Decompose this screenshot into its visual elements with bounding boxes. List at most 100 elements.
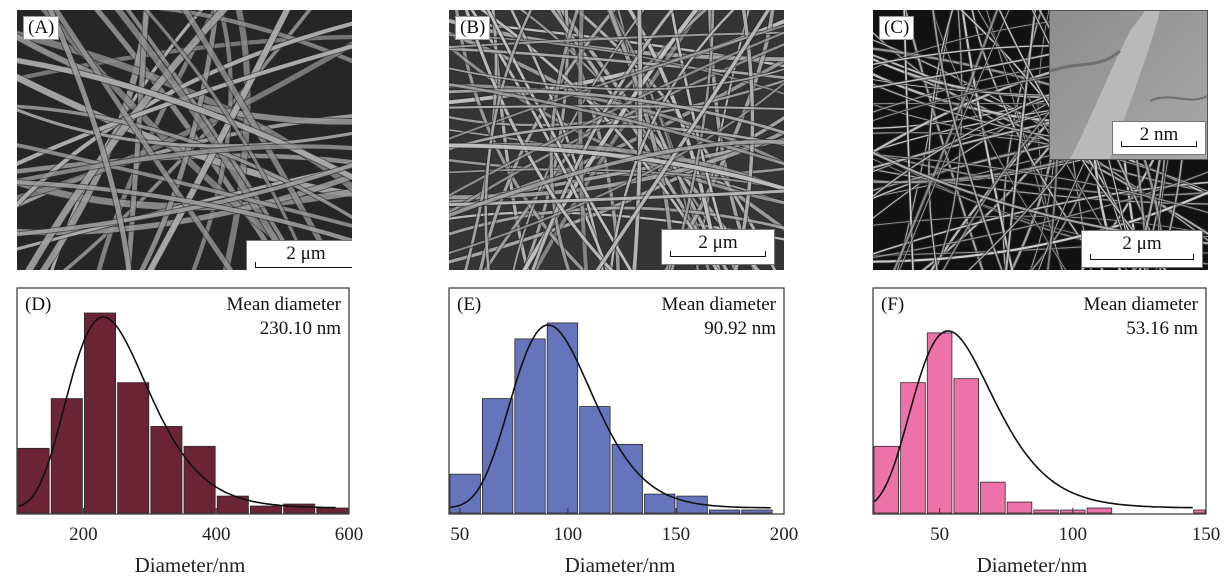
histogram-bar (449, 473, 481, 514)
panel-tag-b: (B) (455, 16, 491, 40)
fiber-strand (899, 10, 1010, 270)
histogram-bar (873, 445, 900, 514)
x-tick-label: 200 (770, 524, 799, 545)
mean-annotation: Mean diameter (1084, 294, 1199, 315)
fit-curve (873, 330, 1193, 509)
sem-image-c: (C) 2 nm 2 μm (873, 10, 1208, 270)
histogram-bar (249, 505, 282, 514)
fiber-strand (892, 10, 999, 270)
x-tick-label: 100 (554, 524, 583, 545)
scale-line-c (1090, 254, 1194, 260)
plot-frame (16, 287, 350, 515)
fiber-strand (449, 81, 784, 255)
x-tick-label: 50 (930, 524, 949, 545)
fiber-strand (158, 10, 352, 64)
fiber-strand (449, 79, 784, 127)
fiber-strand (531, 10, 674, 270)
plot-frame (448, 287, 785, 515)
x-tick-label: 100 (1059, 524, 1088, 545)
panel-tag: (D) (25, 294, 51, 315)
x-tick-label: 600 (335, 524, 364, 545)
x-tick-label: 150 (1192, 524, 1221, 545)
histogram-bar (514, 338, 546, 514)
fiber-strand (17, 34, 352, 81)
histogram-bar (216, 495, 249, 514)
fiber-strand (17, 143, 352, 228)
mean-annotation: 230.10 nm (260, 318, 342, 339)
histogram-bar (117, 382, 150, 514)
x-tick-label: 50 (450, 524, 469, 545)
fiber-strand (449, 139, 784, 218)
panel-tag: (F) (881, 294, 904, 315)
histogram-bar (741, 509, 773, 514)
fiber-strand (17, 108, 352, 148)
scale-line-b (670, 251, 766, 257)
fiber-strand (449, 31, 784, 49)
histogram-e-plot: 50 100 150 200 (E) Mean diameter 90.92 nm (448, 287, 799, 545)
histogram-bar (1060, 509, 1086, 514)
fiber-strand (484, 10, 533, 270)
histogram-d-plot: 200 400 600 (D) Mean diameter 230.10 nm (16, 287, 364, 545)
tem-inset-c: 2 nm (1049, 10, 1208, 160)
fit-curve (450, 324, 771, 509)
histogram-bar (708, 509, 741, 514)
histogram-bar (1006, 501, 1033, 514)
fiber-strand (449, 31, 784, 197)
inset-scale-line (1121, 141, 1197, 147)
histogram-bar (926, 332, 953, 514)
histogram-bar (676, 495, 708, 514)
histogram-bar (283, 503, 316, 514)
x-axis-label-f: Diameter/nm (976, 553, 1088, 577)
fiber-strand (449, 47, 784, 79)
histogram-bar (17, 447, 50, 514)
fiber-strand (25, 10, 228, 270)
mean-annotation: Mean diameter (227, 294, 342, 315)
fiber-strand (932, 10, 1003, 270)
histogram-bar (980, 481, 1006, 514)
fiber-strand (17, 57, 352, 180)
inset-scale-label: 2 nm (1139, 124, 1179, 145)
sem-image-b: (B) 2 μm (449, 10, 784, 270)
fiber-strand (17, 73, 352, 198)
x-tick-label: 400 (202, 524, 231, 545)
x-tick-label: 200 (69, 524, 98, 545)
fiber-strand (17, 180, 352, 243)
fiber-strand (449, 105, 784, 111)
fiber-strand (17, 21, 352, 208)
histogram-bar (579, 406, 611, 514)
inset-scale-bar: 2 nm (1112, 121, 1206, 155)
panel-tag: (E) (457, 294, 481, 315)
histogram-bar (183, 445, 216, 514)
scale-bar-c: 2 μm (1081, 230, 1203, 268)
histogram-bar (150, 426, 183, 514)
sem-image-a: (A) 2 μm (17, 10, 352, 270)
scale-label-a: 2 μm (286, 243, 326, 264)
fiber-strand (595, 10, 771, 270)
fiber-strand (53, 10, 234, 270)
x-axis-label-d: Diameter/nm (134, 553, 246, 577)
fiber-strand (17, 163, 352, 237)
fiber-strand (17, 104, 352, 220)
histogram-bar (953, 378, 979, 514)
fiber-strand (928, 10, 954, 270)
histogram-bar (50, 398, 83, 514)
scale-line-a (255, 262, 352, 268)
fiber-texture-a (17, 10, 352, 270)
panel-tag-c: (C) (879, 16, 915, 40)
fit-curve (18, 316, 336, 509)
x-tick-label: 150 (662, 524, 691, 545)
histogram-f-plot: 50 100 150 (F) Mean diameter 53.16 nm (872, 287, 1221, 545)
fiber-strand (449, 82, 784, 166)
histogram-bar (316, 507, 349, 514)
histogram-bar (1193, 509, 1206, 514)
fiber-strand (47, 10, 132, 270)
histogram-bar (84, 312, 117, 514)
fiber-strand (873, 154, 1208, 214)
histogram-bar (900, 382, 926, 514)
mean-annotation: 53.16 nm (1126, 318, 1198, 339)
fiber-strand (486, 10, 632, 270)
histogram-bar (611, 443, 643, 514)
fiber-strand (17, 144, 352, 184)
x-axis-label-e: Diameter/nm (564, 553, 676, 577)
histogram-bar (546, 322, 579, 514)
